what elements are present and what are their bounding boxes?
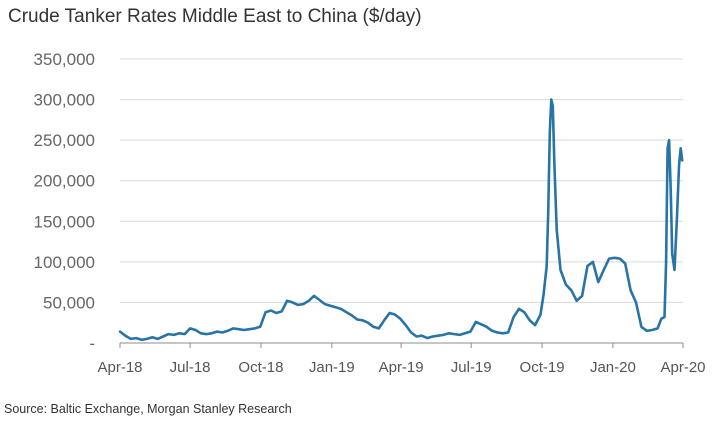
y-tick-label: 200,000 — [34, 172, 95, 191]
x-tick-label: Apr-20 — [660, 359, 705, 376]
x-tick-label: Oct-18 — [238, 359, 283, 376]
y-tick-label: 150,000 — [34, 212, 95, 231]
x-tick-label: Jan-20 — [590, 359, 636, 376]
y-tick-label: 350,000 — [34, 50, 95, 69]
y-tick-label: 300,000 — [34, 91, 95, 110]
y-axis-ticks: - 50,000 100,000 150,000 200,000 250,000 300,0… — [34, 50, 95, 353]
chart-title: Crude Tanker Rates Middle East to China … — [8, 6, 422, 27]
x-tick-label: Apr-18 — [97, 359, 142, 376]
x-tick-label: Apr-19 — [379, 359, 424, 376]
y-tick-label: - — [89, 334, 95, 353]
x-tick-label: Jul-19 — [451, 359, 492, 376]
y-tick-label: 100,000 — [34, 253, 95, 272]
series-line — [118, 98, 684, 342]
x-axis: Apr-18 Jul-18 Oct-18 Jan-19 Apr-19 Jul-19 Oct-… — [97, 342, 706, 376]
x-tick-label: Oct-19 — [520, 359, 565, 376]
series-layer — [118, 98, 684, 342]
x-tick-label: Jul-18 — [170, 359, 211, 376]
y-tick-label: 250,000 — [34, 131, 95, 150]
source-note: Source: Baltic Exchange, Morgan Stanley … — [4, 402, 292, 416]
y-tick-label: 50,000 — [43, 293, 95, 312]
x-tick-label: Jan-19 — [309, 359, 355, 376]
gridlines — [120, 58, 683, 303]
